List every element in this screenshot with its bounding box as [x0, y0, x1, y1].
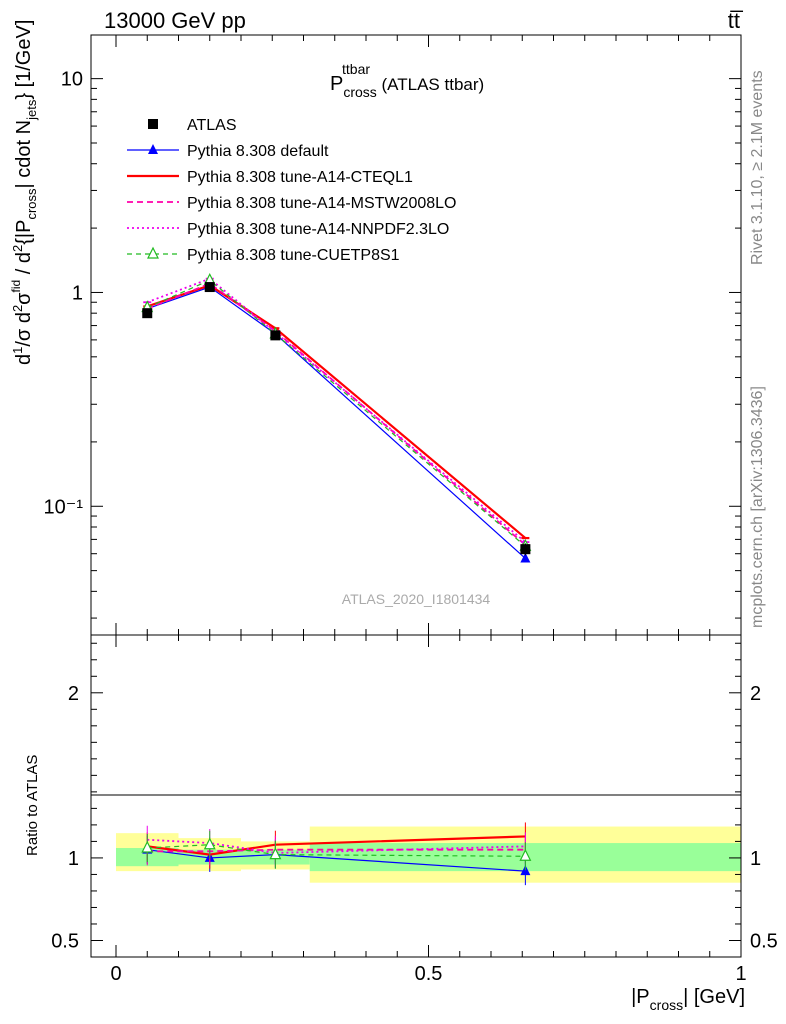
main-y-axis-label: d1/σ d2σfid / d2{|Pcross| cdot Njets} [1…: [9, 20, 39, 365]
series-line-nnpdf: [146, 277, 526, 543]
ratio-panel: 2 21 10.5 0.50 0.5 1 Ratio to ATLAS |Pcross| …: [24, 634, 778, 1013]
analysis-id: ATLAS_2020_I1801434: [342, 591, 491, 607]
ratio-line-default: [147, 849, 526, 872]
ratio-line-mstw: [147, 848, 526, 853]
series-line-mstw: [146, 282, 526, 546]
plot-title: Pcross (ATLAS ttbar) ttbar: [330, 61, 484, 100]
series-line-cteql1: [146, 284, 527, 539]
x-tick-label: 1: [735, 963, 746, 985]
ratio-frame: [90, 634, 742, 958]
atlas-data-point: [204, 282, 215, 293]
main-y-tick-label: 1: [72, 282, 83, 304]
energy-label: 13000 GeV pp: [104, 8, 246, 33]
ratio-series-layer: [141, 822, 532, 886]
ratio-point-cuetp8s1: [519, 848, 532, 861]
legend-label-nnpdf: Pythia 8.308 tune-A14-NNPDF2.3LO: [187, 221, 449, 238]
legend-marker-cuetp8s1: [147, 246, 159, 259]
ratio-y-tick-label-left: 0.5: [51, 930, 79, 952]
ratio-line-cuetp8s1: [147, 844, 526, 857]
atlas-data-point: [520, 544, 531, 555]
ratio-line-nnpdf: [147, 838, 526, 854]
main-y-tick-label: 10⁻¹: [44, 496, 84, 518]
ratio-point-cuetp8s1: [203, 837, 216, 850]
main-axis-ticks: 10 1 10⁻¹: [44, 35, 742, 635]
x-axis-label: |Pcross| [GeV]: [631, 986, 745, 1013]
svg-text:Pcross (ATLAS ttbar): Pcross (ATLAS ttbar): [330, 73, 484, 100]
main-y-tick-label: 10: [61, 69, 83, 91]
legend: ATLAS Pythia 8.308 default Pythia 8.308 tu…: [127, 117, 456, 264]
legend-label-default: Pythia 8.308 default: [187, 143, 329, 160]
x-tick-label: 0: [110, 963, 121, 985]
ratio-y-tick-label-right: 1: [750, 848, 761, 870]
legend-label-mstw: Pythia 8.308 tune-A14-MSTW2008LO: [187, 195, 456, 212]
main-series-layer: [141, 272, 532, 563]
mcplots-label: mcplots.cern.ch [arXiv:1306.3436]: [749, 386, 766, 628]
ratio-y-tick-label-left: 1: [68, 848, 79, 870]
ratio-y-axis-label: Ratio to ATLAS: [24, 755, 41, 856]
ratio-y-tick-label-left: 2: [68, 683, 79, 705]
ratio-point-cuetp8s1: [141, 840, 154, 853]
ratio-point-cuetp8s1: [269, 847, 282, 860]
legend-marker-default: [148, 144, 158, 154]
atlas-data-point: [270, 330, 281, 341]
ratio-y-tick-label-right: 2: [750, 683, 761, 705]
series-point-default: [520, 552, 531, 563]
plot-title-sup: ttbar: [342, 61, 370, 77]
series-line-default: [147, 286, 526, 559]
plot-title-main: P: [330, 73, 343, 95]
legend-label-cuetp8s1: Pythia 8.308 tune-CUETP8S1: [187, 247, 400, 264]
legend-label-cteql1: Pythia 8.308 tune-A14-CTEQL1: [187, 169, 413, 186]
plot-title-suffix: (ATLAS ttbar): [377, 75, 484, 94]
legend-marker-atlas: [148, 119, 158, 129]
ratio-axis-ticks: 2 21 10.5 0.50 0.5 1: [51, 635, 778, 985]
legend-label-atlas: ATLAS: [187, 117, 237, 134]
rivet-label: Rivet 3.1.10, ≥ 2.1M events: [749, 70, 766, 265]
series-line-cuetp8s1: [147, 279, 526, 547]
ratio-y-tick-label-right: 0.5: [750, 930, 778, 952]
process-label: tt̅: [728, 8, 744, 33]
plot-title-sub: cross: [343, 84, 376, 100]
x-tick-label: 0.5: [415, 963, 443, 985]
atlas-data-point: [142, 308, 153, 319]
main-panel: 10 1 10⁻¹ Pcross (ATLAS ttbar) ttbar ATLAS…: [9, 20, 742, 636]
